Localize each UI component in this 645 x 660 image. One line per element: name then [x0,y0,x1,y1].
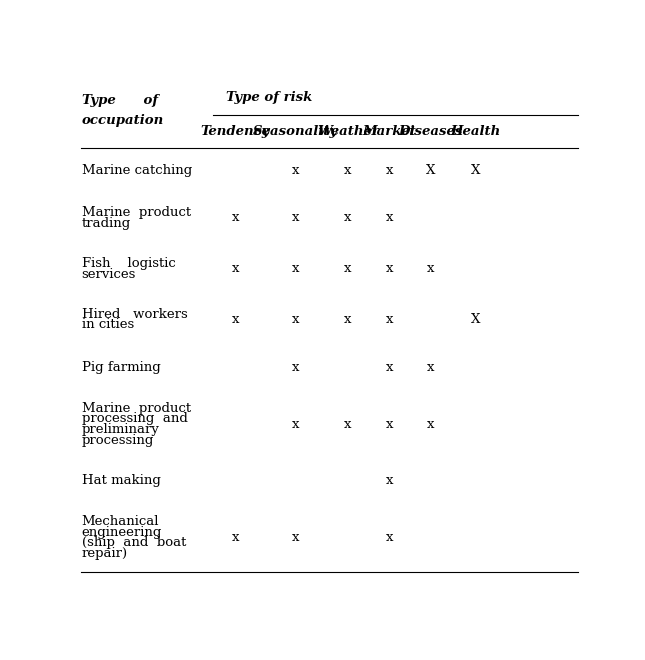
Text: x: x [344,313,352,326]
Text: x: x [427,262,434,275]
Text: x: x [386,361,393,374]
Text: x: x [386,313,393,326]
Text: x: x [292,211,299,224]
Text: Hired   workers: Hired workers [82,308,188,321]
Text: x: x [232,313,239,326]
Text: x: x [344,164,352,177]
Text: x: x [232,211,239,224]
Text: x: x [292,531,299,544]
Text: x: x [386,262,393,275]
Text: Market: Market [362,125,417,138]
Text: Marine  product: Marine product [82,401,191,414]
Text: x: x [427,361,434,374]
Text: Health: Health [450,125,501,138]
Text: repair): repair) [82,547,128,560]
Text: x: x [344,211,352,224]
Text: processing  and: processing and [82,412,188,425]
Text: Marine  product: Marine product [82,206,191,219]
Text: services: services [82,267,136,280]
Text: x: x [292,361,299,374]
Text: x: x [386,531,393,544]
Text: (ship  and  boat: (ship and boat [82,536,186,549]
Text: Mechanical: Mechanical [82,515,159,528]
Text: x: x [427,418,434,430]
Text: x: x [292,313,299,326]
Text: x: x [292,262,299,275]
Text: Pig farming: Pig farming [82,361,161,374]
Text: preliminary: preliminary [82,423,159,436]
Text: x: x [292,164,299,177]
Text: Hat making: Hat making [82,474,161,487]
Text: x: x [386,211,393,224]
Text: Type      of: Type of [82,94,158,108]
Text: x: x [232,531,239,544]
Text: x: x [232,262,239,275]
Text: X: X [471,164,481,177]
Text: Seasonality: Seasonality [253,125,338,138]
Text: x: x [386,474,393,487]
Text: x: x [344,418,352,430]
Text: in cities: in cities [82,318,134,331]
Text: x: x [386,418,393,430]
Text: Tendency: Tendency [201,125,270,138]
Text: processing: processing [82,434,154,447]
Text: Fish    logistic: Fish logistic [82,257,175,270]
Text: X: X [471,313,481,326]
Text: x: x [344,262,352,275]
Text: trading: trading [82,216,131,230]
Text: x: x [292,418,299,430]
Text: Type of risk: Type of risk [226,91,312,104]
Text: engineering: engineering [82,525,162,539]
Text: occupation: occupation [82,114,164,127]
Text: X: X [426,164,435,177]
Text: Diseases: Diseases [399,125,462,138]
Text: Marine catching: Marine catching [82,164,192,177]
Text: x: x [386,164,393,177]
Text: Weather: Weather [317,125,379,138]
